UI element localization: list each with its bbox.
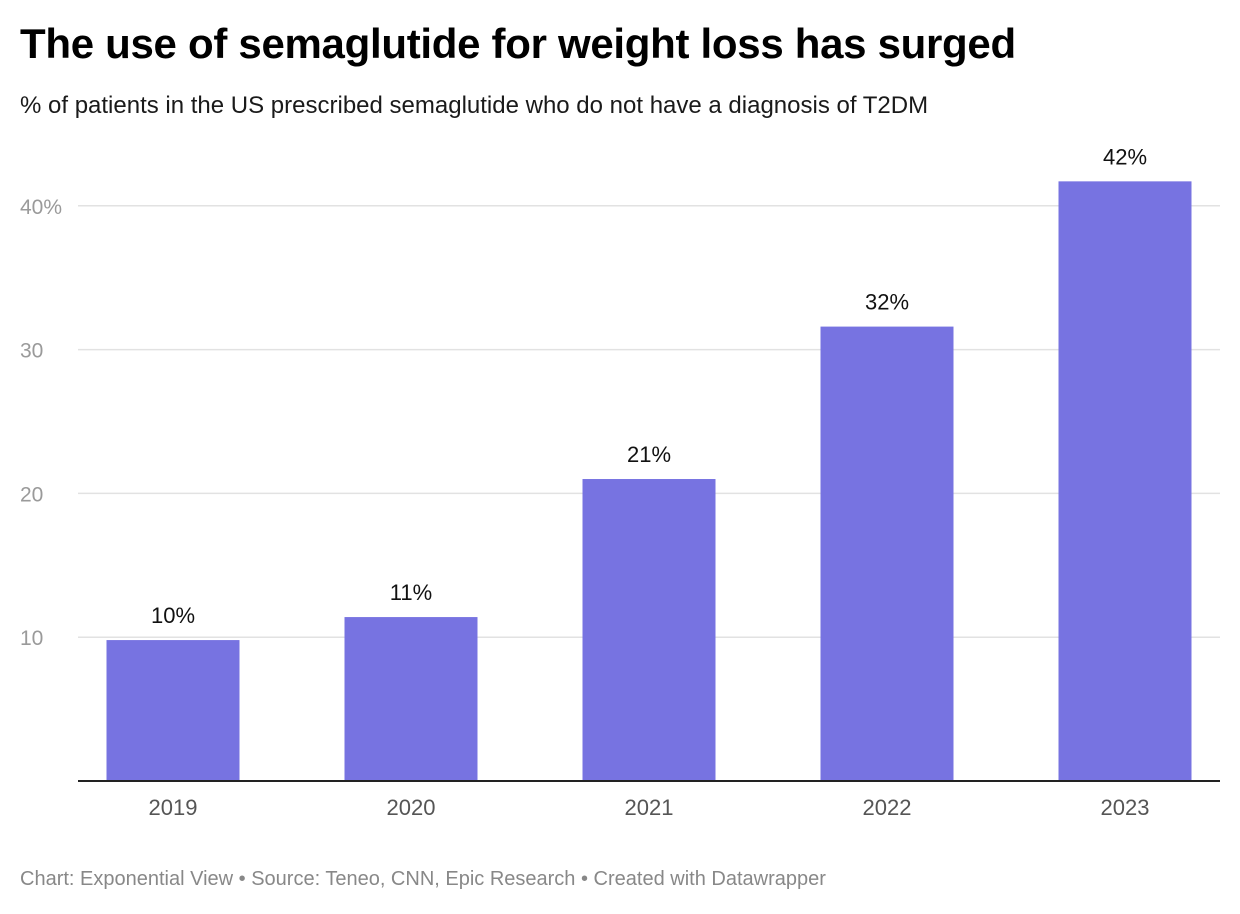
x-axis-ticks: 2019 2020 2021 2022 2023 (149, 795, 1150, 820)
x-tick-label-2022: 2022 (863, 795, 912, 820)
data-label-2020: 11% (390, 580, 432, 605)
bar-2023 (1058, 181, 1192, 781)
bar-2021 (582, 479, 716, 781)
bar-2022 (820, 326, 954, 781)
chart-subtitle: % of patients in the US prescribed semag… (20, 92, 929, 119)
x-tick-label-2023: 2023 (1101, 795, 1150, 820)
y-axis-ticks: 10 20 30 40% (20, 196, 62, 650)
bar-2019 (106, 640, 240, 781)
data-label-2021: 21% (627, 442, 671, 467)
data-label-2022: 32% (865, 290, 909, 315)
data-labels: 10% 11% 21% 32% 42% (151, 144, 1147, 628)
x-tick-label-2019: 2019 (149, 795, 198, 820)
bar-2020 (344, 617, 478, 781)
x-tick-label-2021: 2021 (625, 795, 674, 820)
y-tick-label-20: 20 (20, 483, 43, 506)
y-tick-label-10: 10 (20, 627, 43, 650)
data-label-2019: 10% (151, 603, 195, 628)
x-tick-label-2020: 2020 (387, 795, 436, 820)
chart-title: The use of semaglutide for weight loss h… (20, 20, 1016, 67)
y-tick-label-30: 30 (20, 340, 43, 363)
chart-footer-credits: Chart: Exponential View • Source: Teneo,… (20, 868, 826, 890)
data-label-2023: 42% (1103, 144, 1147, 169)
y-tick-label-40: 40% (20, 196, 62, 219)
bars (106, 181, 1192, 781)
